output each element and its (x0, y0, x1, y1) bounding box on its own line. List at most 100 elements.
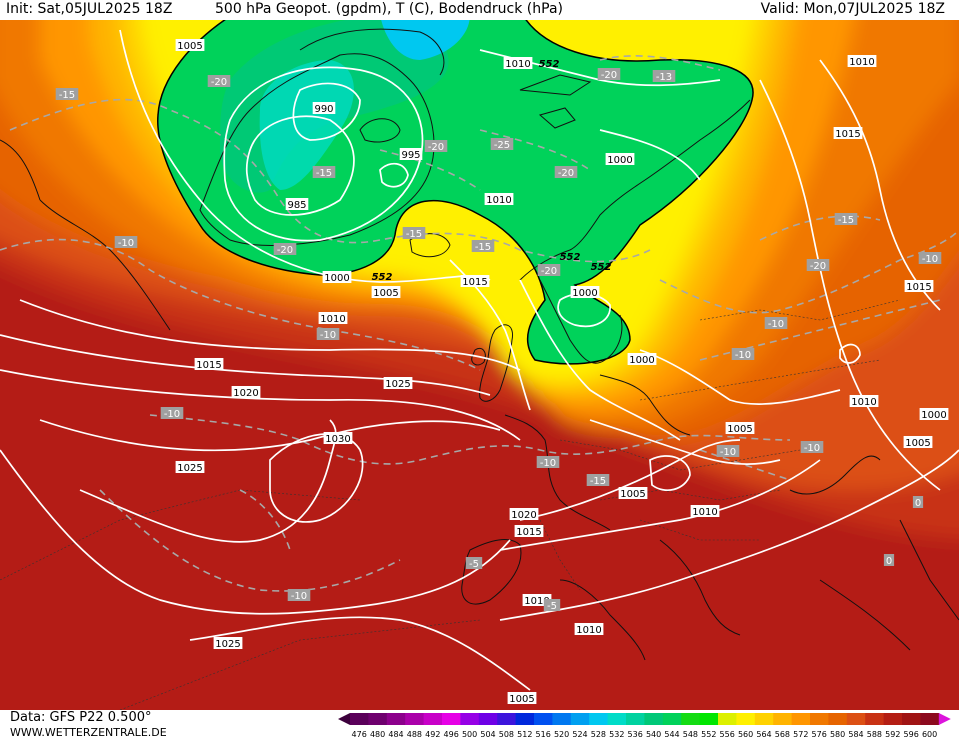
legend-tick-label: 596 (904, 730, 919, 739)
isotherm-label: -20 (806, 259, 830, 272)
svg-text:-13: -13 (656, 72, 672, 83)
svg-text:-10: -10 (735, 350, 751, 361)
isotherm-label: -15 (55, 88, 79, 101)
isotherm-label: -20 (554, 166, 578, 179)
svg-text:1000: 1000 (572, 288, 597, 299)
svg-text:1015: 1015 (516, 527, 541, 538)
legend-tick-label: 580 (830, 730, 845, 739)
legend-tick-label: 588 (867, 730, 882, 739)
map-footer: Data: GFS P22 0.500° WWW.WETTERZENTRALE.… (0, 710, 959, 741)
legend-color-swatch (552, 713, 572, 725)
legend-tick-label: 504 (480, 730, 495, 739)
legend-color-swatch (662, 713, 682, 725)
legend-tick-label: 520 (554, 730, 569, 739)
legend-color-swatch (865, 713, 885, 725)
svg-text:552: 552 (372, 272, 393, 283)
legend-color-swatch (589, 713, 609, 725)
svg-text:1015: 1015 (835, 129, 860, 140)
temperature-isotherms (0, 55, 959, 592)
isobar-label: 1005 (903, 436, 933, 449)
svg-text:1000: 1000 (607, 155, 632, 166)
isobar-label: 1010 (574, 623, 604, 636)
legend-tick-label: 476 (352, 730, 367, 739)
legend-tick-label: 496 (444, 730, 459, 739)
legend-color-swatch (754, 713, 774, 725)
svg-text:-10: -10 (720, 447, 736, 458)
valid-time-label: Valid: Mon,07JUL2025 18Z (760, 1, 945, 17)
svg-text:-10: -10 (768, 319, 784, 330)
isotherm-label: -25 (490, 138, 514, 151)
svg-text:0: 0 (886, 556, 892, 567)
legend-color-swatch (478, 713, 498, 725)
legend-color-swatch (828, 713, 848, 725)
isobar-label: 1005 (507, 692, 537, 705)
svg-text:-10: -10 (540, 458, 556, 469)
isotherm-label: -10 (764, 317, 788, 330)
data-source-label: Data: GFS P22 0.500° (10, 710, 152, 725)
svg-text:-15: -15 (406, 229, 422, 240)
isobar-label: 1015 (194, 358, 224, 371)
svg-text:-5: -5 (547, 601, 557, 612)
legend-tick-label: 488 (407, 730, 422, 739)
geopotential-label: 552 (539, 59, 560, 70)
isobar-label: 1005 (175, 39, 205, 52)
isobar-label: 1015 (514, 525, 544, 538)
legend-tick-label: 568 (775, 730, 790, 739)
legend-tick-label: 600 (922, 730, 937, 739)
legend-tick-label: 548 (683, 730, 698, 739)
svg-text:1025: 1025 (385, 379, 410, 390)
isobar-label: 1015 (904, 280, 934, 293)
svg-text:1000: 1000 (324, 273, 349, 284)
svg-text:-20: -20 (211, 77, 227, 88)
isotherm-label: -5 (465, 557, 483, 570)
svg-text:-15: -15 (59, 90, 75, 101)
legend-color-swatch (883, 713, 903, 725)
isotherm-label: 0 (912, 496, 924, 509)
isobar-label: 1025 (175, 461, 205, 474)
legend-tick-label: 544 (664, 730, 679, 739)
legend-color-swatch (386, 713, 406, 725)
svg-text:-15: -15 (316, 168, 332, 179)
svg-text:552: 552 (539, 59, 560, 70)
legend-color-swatch (607, 713, 627, 725)
svg-text:1010: 1010 (505, 59, 530, 70)
isobar-label: 1010 (484, 193, 514, 206)
svg-text:-15: -15 (475, 242, 491, 253)
isotherm-label: -15 (834, 213, 858, 226)
svg-text:1005: 1005 (905, 438, 930, 449)
legend-color-swatch (718, 713, 737, 725)
svg-text:-10: -10 (164, 409, 180, 420)
isobar-label: 1025 (213, 637, 243, 650)
legend-color-swatch (497, 713, 517, 725)
legend-tick-label: 508 (499, 730, 514, 739)
legend-tick-label: 572 (793, 730, 808, 739)
isotherm-label: -10 (800, 441, 824, 454)
legend-tick-label: 584 (848, 730, 863, 739)
svg-text:990: 990 (314, 104, 333, 115)
geopotential-label: 552 (560, 252, 581, 263)
legend-color-swatch (405, 713, 425, 725)
svg-text:-10: -10 (320, 330, 336, 341)
svg-text:1010: 1010 (320, 314, 345, 325)
legend-color-swatch (791, 713, 811, 725)
map-header: Init: Sat,05JUL2025 18Z 500 hPa Geopot. … (0, 0, 959, 20)
svg-text:-10: -10 (922, 254, 938, 265)
svg-text:1010: 1010 (849, 57, 874, 68)
isotherm-label: -15 (471, 240, 495, 253)
svg-text:-10: -10 (291, 591, 307, 602)
svg-text:1010: 1010 (486, 195, 511, 206)
legend-tick-label: 560 (738, 730, 753, 739)
legend-tick-label: 556 (720, 730, 735, 739)
svg-text:1015: 1015 (196, 360, 221, 371)
isobar-label: 1010 (847, 55, 877, 68)
legend-tick-label: 516 (536, 730, 551, 739)
isobar-label: 995 (399, 148, 423, 161)
isotherm-label: -15 (402, 227, 426, 240)
isobar-label: 1010 (318, 312, 348, 325)
svg-text:1005: 1005 (620, 489, 645, 500)
legend-color-swatch (699, 713, 719, 725)
svg-text:-20: -20 (601, 70, 617, 81)
svg-text:552: 552 (560, 252, 581, 263)
isotherm-label: -20 (207, 75, 231, 88)
